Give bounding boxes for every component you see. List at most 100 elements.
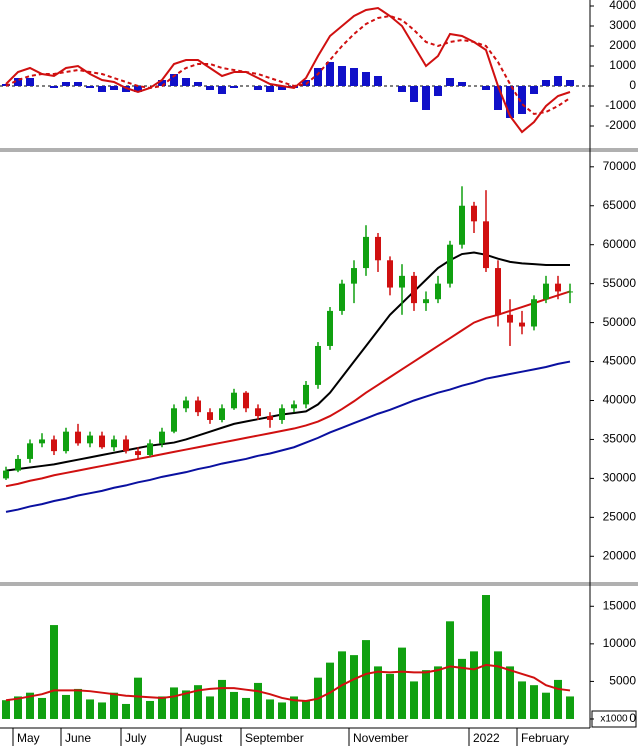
y-tick-label: 20000: [603, 548, 637, 562]
panel-separator: [0, 148, 638, 152]
candle-body: [531, 299, 537, 327]
volume-bar: [290, 696, 298, 719]
volume-bar: [398, 647, 406, 719]
volume-bar: [206, 696, 214, 719]
volume-bar: [26, 692, 34, 719]
volume-bar: [74, 688, 82, 719]
volume-bar: [110, 692, 118, 719]
candle-body: [75, 431, 81, 444]
volume-bar: [158, 696, 166, 719]
candle-body: [243, 392, 249, 409]
histogram-bar: [458, 82, 466, 86]
histogram-bar: [374, 76, 382, 86]
histogram-bar: [62, 82, 70, 86]
histogram-bar: [326, 62, 334, 86]
volume-bar: [470, 651, 478, 719]
volume-bar: [86, 699, 94, 719]
volume-bar: [326, 662, 334, 719]
volume-bar: [134, 677, 142, 719]
volume-bar: [194, 685, 202, 719]
volume-bar: [254, 682, 262, 719]
candle-body: [171, 408, 177, 432]
candle-body: [27, 443, 33, 459]
candle-body: [303, 384, 309, 405]
x-tick-label: June: [65, 731, 91, 745]
volume-bar: [50, 625, 58, 719]
candle-body: [207, 412, 213, 420]
volume-bar: [434, 666, 442, 719]
candle-body: [3, 470, 9, 479]
candle-body: [255, 408, 261, 417]
candle-body: [411, 275, 417, 304]
candle-body: [387, 260, 393, 288]
histogram-bar: [362, 72, 370, 86]
histogram-bar: [26, 78, 34, 86]
volume-bar: [2, 700, 10, 719]
candle-body: [231, 392, 237, 409]
volume-bar: [446, 621, 454, 719]
volume-bar: [494, 651, 502, 719]
candle-body: [87, 435, 93, 444]
y-tick-label: 55000: [603, 276, 637, 290]
line-series: [5, 6, 571, 134]
y-tick-label: 40000: [603, 393, 637, 407]
candle-body: [543, 283, 549, 300]
candle-body: [15, 458, 21, 471]
histogram-bar: [110, 86, 118, 90]
y-tick-label: 30000: [603, 471, 637, 485]
candle-body: [39, 439, 45, 444]
histogram-bar: [482, 86, 490, 90]
y-tick-label: 65000: [603, 198, 637, 212]
candle-body: [279, 408, 285, 420]
candle-body: [219, 408, 225, 420]
candle-body: [495, 268, 501, 315]
volume-bar: [374, 666, 382, 719]
candle-body: [507, 314, 513, 323]
histogram-bar: [338, 66, 346, 86]
volume-bar: [302, 700, 310, 719]
histogram-bar: [254, 86, 262, 90]
y-tick-label: 0: [629, 711, 636, 725]
x-tick-label: November: [353, 731, 408, 745]
volume-bar: [278, 702, 286, 719]
line-series: [5, 360, 571, 513]
histogram-bar: [218, 86, 226, 94]
candle-body: [159, 431, 165, 444]
histogram-bar: [74, 82, 82, 86]
line-series: [5, 290, 571, 488]
y-tick-label: -1000: [605, 98, 636, 112]
y-tick-label: 0: [629, 78, 636, 92]
histogram-bar: [230, 86, 238, 88]
panel-separator: [0, 582, 638, 586]
candle-body: [147, 443, 153, 456]
histogram-bar: [566, 80, 574, 86]
volume-bar: [506, 666, 514, 719]
y-tick-label: 45000: [603, 354, 637, 368]
candle-body: [435, 283, 441, 300]
candle-body: [111, 439, 117, 448]
volume-bar: [62, 694, 70, 719]
histogram-bar: [518, 86, 526, 114]
histogram-bar: [350, 68, 358, 86]
candle-body: [459, 205, 465, 245]
histogram-bar: [50, 86, 58, 88]
y-tick-label: 10000: [603, 636, 637, 650]
candle-body: [99, 435, 105, 448]
volume-bar: [566, 696, 574, 719]
histogram-bar: [194, 82, 202, 86]
candle-body: [291, 404, 297, 409]
candle-body: [483, 221, 489, 269]
candle-body: [339, 283, 345, 311]
histogram-bar: [182, 78, 190, 86]
x-tick-label: July: [125, 731, 146, 745]
volume-bar: [182, 690, 190, 719]
histogram-bar: [86, 86, 94, 88]
volume-bar: [554, 679, 562, 719]
candle-body: [423, 299, 429, 304]
histogram-bar: [506, 86, 514, 118]
y-tick-label: 4000: [609, 0, 636, 12]
volume-bar: [122, 703, 130, 719]
volume-bar: [542, 692, 550, 719]
y-tick-label: -2000: [605, 118, 636, 132]
